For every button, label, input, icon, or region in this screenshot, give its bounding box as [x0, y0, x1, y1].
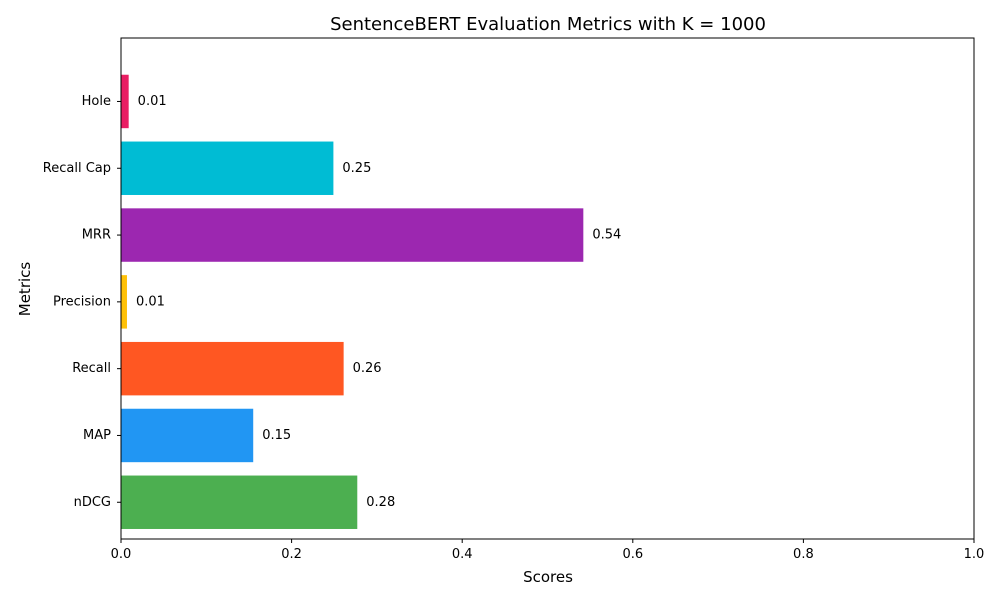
bar-precision	[121, 275, 127, 329]
bar-recall-cap	[121, 141, 334, 195]
x-tick-label: 0.4	[452, 547, 473, 562]
bar-map	[121, 408, 254, 463]
bars-group	[121, 74, 584, 529]
x-tick-label: 1.0	[964, 547, 985, 562]
value-label-map: 0.15	[262, 428, 291, 443]
value-label-recall-cap: 0.25	[342, 161, 371, 176]
x-axis-ticks: 0.0 0.2 0.4 0.6 0.8 1.0	[111, 539, 985, 562]
y-tick-label: MAP	[83, 428, 111, 443]
y-tick-label: Precision	[53, 294, 111, 309]
x-tick-label: 0.2	[281, 547, 302, 562]
bar-recall	[121, 341, 344, 396]
value-label-ndcg: 0.28	[366, 495, 395, 510]
value-label-recall: 0.26	[353, 361, 382, 376]
x-axis-label: Scores	[523, 568, 573, 586]
y-axis-ticks: nDCG MAP Recall Precision MRR Recall Cap Hole	[43, 94, 121, 510]
chart-title: SentenceBERT Evaluation Metrics with K =…	[330, 14, 766, 35]
value-label-hole: 0.01	[138, 94, 167, 109]
bar-ndcg	[121, 475, 358, 529]
value-label-mrr: 0.54	[592, 228, 621, 243]
x-tick-label: 0.6	[622, 547, 643, 562]
bar-hole	[121, 74, 129, 129]
y-tick-label: Recall	[72, 361, 111, 376]
value-labels-group: 0.28 0.15 0.26 0.01 0.54 0.25 0.01	[136, 94, 621, 510]
y-tick-label: nDCG	[74, 495, 111, 510]
y-axis-label: Metrics	[16, 262, 34, 317]
y-tick-label: Recall Cap	[43, 161, 111, 176]
plot-frame	[120, 37, 975, 540]
y-tick-label: MRR	[82, 228, 111, 243]
value-label-precision: 0.01	[136, 294, 165, 309]
x-tick-label: 0.0	[111, 547, 132, 562]
y-tick-label: Hole	[82, 94, 111, 109]
x-tick-label: 0.8	[793, 547, 814, 562]
bar-mrr	[121, 208, 584, 262]
